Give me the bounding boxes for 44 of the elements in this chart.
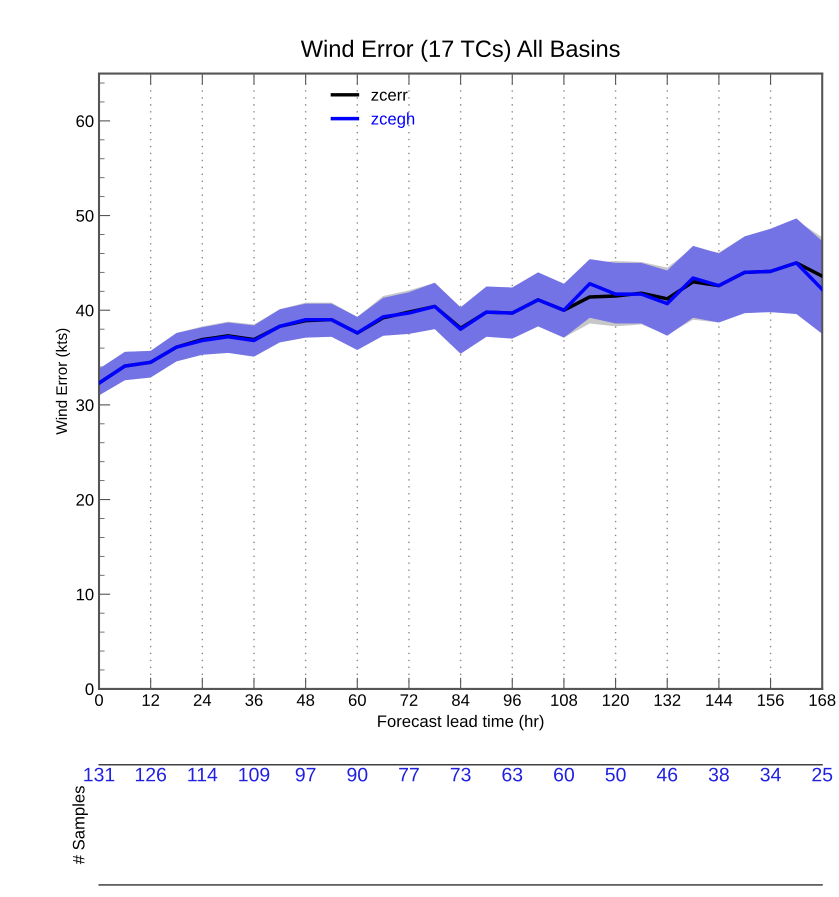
x-tick-label: 144 bbox=[706, 694, 732, 706]
y-tick-label: 0 bbox=[86, 683, 94, 696]
x-tick-label: 168 bbox=[810, 694, 836, 706]
x-tick-label: 108 bbox=[551, 694, 578, 706]
x-tick-label: 72 bbox=[400, 694, 418, 706]
x-tick-label: 120 bbox=[602, 694, 629, 706]
text: 34 bbox=[760, 768, 781, 782]
y-tick-label: 30 bbox=[76, 399, 94, 412]
x-tick-label: 24 bbox=[194, 694, 212, 706]
text: 77 bbox=[399, 768, 419, 782]
y-tick-label: 10 bbox=[76, 588, 94, 600]
text: 97 bbox=[296, 768, 316, 782]
text: 73 bbox=[450, 768, 471, 782]
text: 60 bbox=[554, 768, 574, 782]
legend-label: zcerr bbox=[371, 92, 408, 101]
x-tick-label: 84 bbox=[452, 694, 470, 706]
x-tick-label: 12 bbox=[142, 694, 160, 706]
text: 90 bbox=[347, 768, 368, 782]
y-tick-label: 20 bbox=[76, 494, 94, 506]
text: 46 bbox=[656, 768, 678, 782]
text: 109 bbox=[239, 768, 270, 782]
text: 126 bbox=[136, 768, 166, 782]
text: 38 bbox=[708, 768, 729, 782]
text: 50 bbox=[606, 768, 626, 782]
line-series bbox=[99, 261, 822, 385]
x-tick-label: 96 bbox=[504, 694, 521, 706]
x-tick-label: 48 bbox=[296, 694, 314, 706]
x-tick-label: 36 bbox=[245, 694, 263, 706]
x-tick-label: 60 bbox=[348, 694, 366, 706]
x-tick-label: 156 bbox=[758, 694, 784, 706]
text: 25 bbox=[812, 768, 832, 782]
x-axis-title: Forecast lead time (hr) bbox=[378, 714, 544, 730]
text: # Samples bbox=[72, 786, 88, 864]
y-tick-label: 60 bbox=[76, 115, 94, 128]
text: 63 bbox=[502, 768, 522, 782]
chart-title: Wind Error (17 TCs) All Basins bbox=[300, 40, 620, 62]
legend-label: zcegh bbox=[371, 112, 414, 128]
text: 114 bbox=[188, 768, 218, 782]
x-tick-label: 132 bbox=[654, 694, 680, 706]
y-tick-label: 40 bbox=[76, 304, 94, 316]
text: 131 bbox=[84, 768, 114, 782]
y-axis-title: Wind Error (kts) bbox=[56, 328, 70, 435]
x-tick-label: 0 bbox=[95, 694, 103, 706]
y-tick-label: 50 bbox=[76, 210, 94, 222]
